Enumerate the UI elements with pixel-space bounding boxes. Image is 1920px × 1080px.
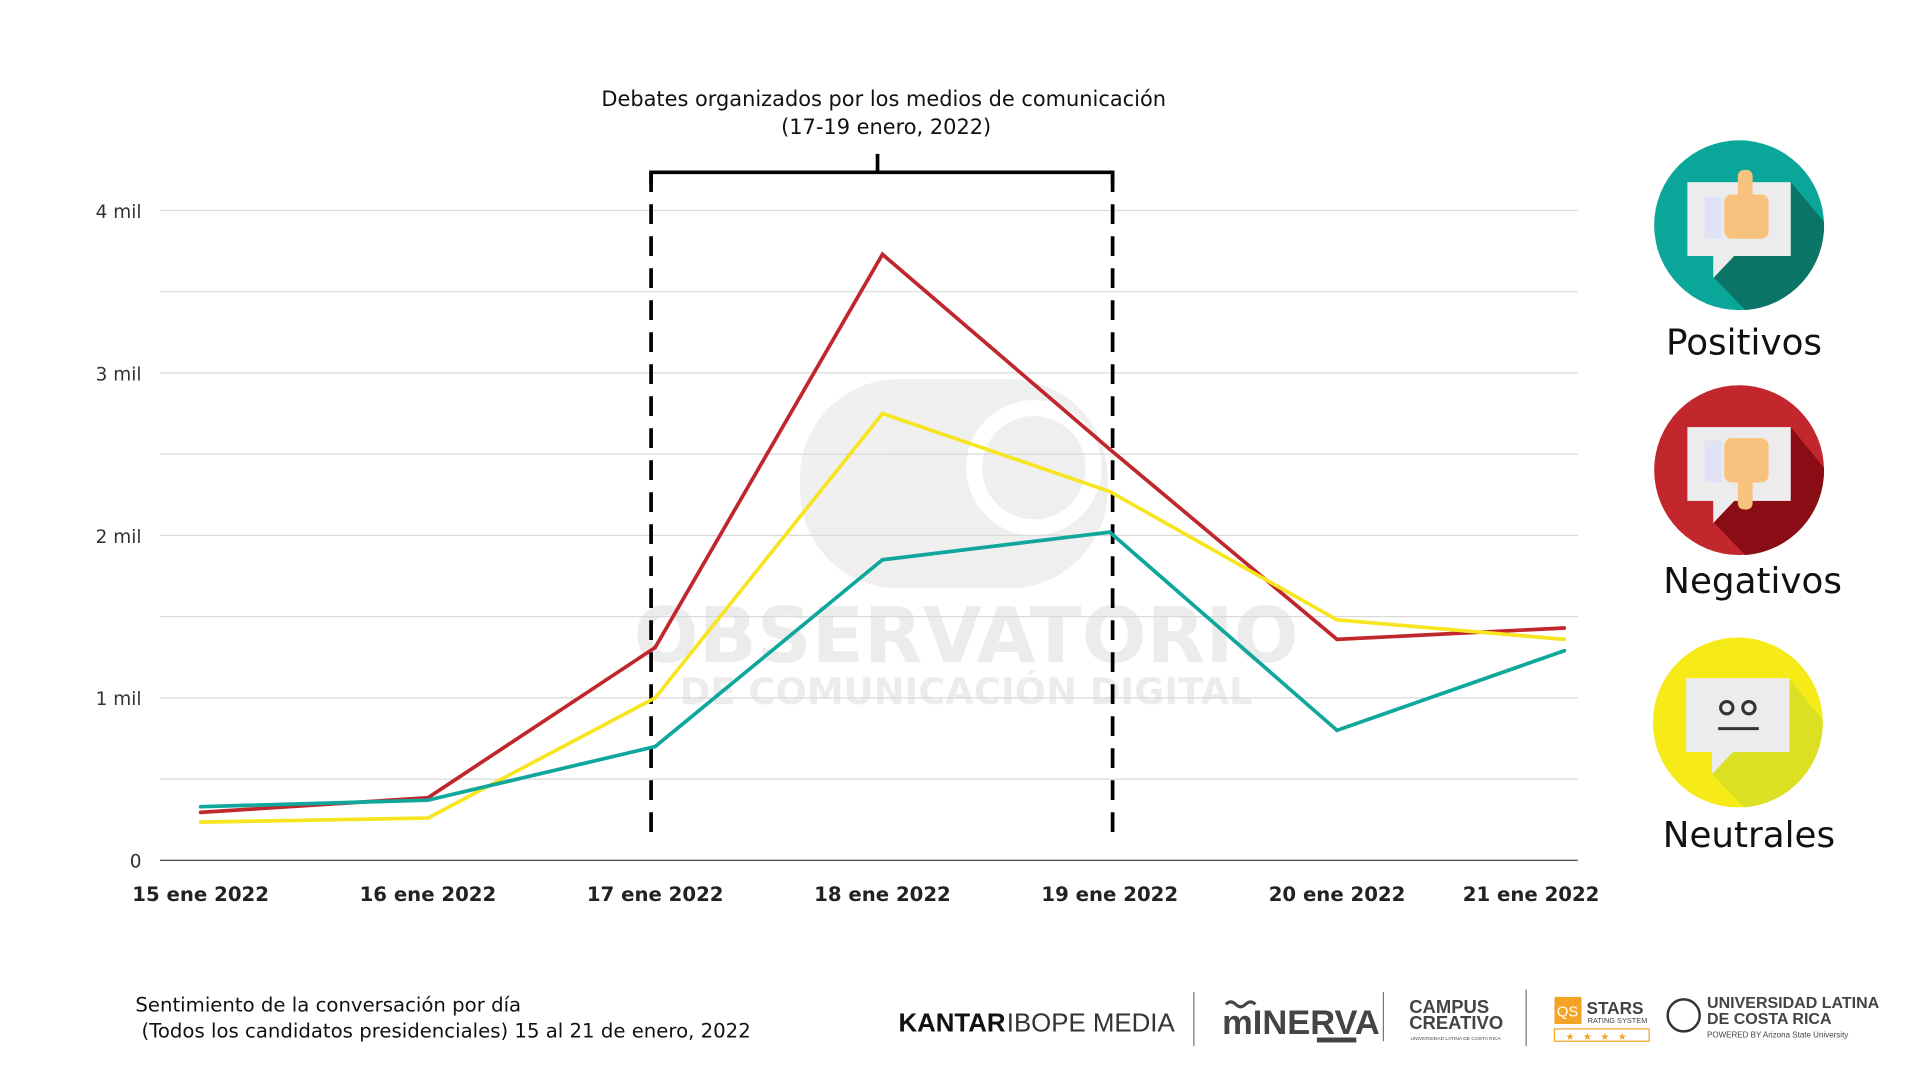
y-tick-label: 1 mil [96, 689, 142, 710]
data-point [426, 816, 430, 820]
kantar-ibope-logo: KANTAR IBOPE MEDIA [898, 1009, 1175, 1037]
svg-text:CAMPUS: CAMPUS [1409, 996, 1489, 1017]
data-point [1335, 637, 1339, 642]
legend-label-negativos: Negativos [1663, 561, 1842, 602]
qs-stars-logo: QS STARS RATING SYSTEM ★★★★ [1553, 996, 1650, 1043]
svg-text:UNIVERSIDAD LATINA: UNIVERSIDAD LATINA [1707, 995, 1880, 1012]
legend: Positivos Negativos [1652, 140, 1842, 856]
gridlines [160, 209, 1578, 780]
neutral-face-icon [1652, 637, 1823, 808]
data-point [653, 696, 658, 700]
series-negativos [198, 251, 1567, 815]
x-tick-label: 16 ene 2022 [360, 883, 497, 906]
legend-label-positivos: Positivos [1666, 322, 1822, 363]
x-tick-label: 20 ene 2022 [1269, 883, 1406, 906]
y-tick-label: 4 mil [96, 202, 142, 223]
data-point [1562, 648, 1567, 653]
data-point [1107, 489, 1112, 494]
data-point [198, 820, 203, 824]
watermark-line1: OBSERVATORIO [634, 591, 1299, 680]
y-tick-label: 3 mil [96, 364, 142, 385]
x-axis-ticks: 15 ene 2022 16 ene 2022 17 ene 2022 18 ene … [132, 883, 1599, 906]
svg-text:RATING SYSTEM: RATING SYSTEM [1588, 1016, 1648, 1025]
series-lines [198, 251, 1567, 824]
svg-text:QS: QS [1557, 1005, 1578, 1021]
x-tick-label: 18 ene 2022 [814, 883, 951, 906]
annotation-bracket [649, 153, 1115, 185]
svg-text:KANTAR: KANTAR [898, 1009, 1005, 1037]
svg-text:IBOPE MEDIA: IBOPE MEDIA [1007, 1009, 1176, 1037]
data-point [1335, 728, 1339, 733]
x-tick-label: 19 ene 2022 [1041, 883, 1178, 906]
thumbs-down-icon [1654, 385, 1825, 556]
globe-icon [1666, 998, 1701, 1033]
x-tick-label: 21 ene 2022 [1463, 883, 1600, 906]
svg-text:★★★★: ★★★★ [1566, 1032, 1636, 1043]
data-point [1562, 626, 1567, 630]
svg-text:mINERVA: mINERVA [1222, 1004, 1380, 1042]
data-point [1107, 447, 1112, 452]
annotation-line1: Debates organizados por los medios de co… [601, 87, 1166, 111]
minerva-logo: mINERVA [1222, 1000, 1380, 1043]
caption-line2: (Todos los candidatos presidenciales) 15… [142, 1020, 751, 1043]
watermark-logo: OBSERVATORIO DE COMUNICACIÓN DIGITAL [634, 379, 1299, 713]
svg-text:CREATIVO: CREATIVO [1409, 1012, 1503, 1033]
data-point [653, 744, 658, 749]
svg-text:UNIVERSIDAD LATINA DE COSTA RI: UNIVERSIDAD LATINA DE COSTA RICA [1410, 1036, 1501, 1042]
y-tick-label: 2 mil [96, 527, 142, 548]
legend-item-negativos: Negativos [1654, 385, 1842, 602]
thumbs-up-icon [1654, 140, 1825, 311]
data-point [1562, 637, 1567, 642]
data-point [1335, 618, 1339, 622]
data-point [880, 252, 885, 257]
data-point [653, 645, 658, 650]
y-axis-ticks: 0 1 mil 2 mil 3 mil 4 mil [96, 202, 142, 873]
caption-line1: Sentimiento de la conversación por día [135, 994, 521, 1017]
legend-label-neutrales: Neutrales [1663, 815, 1835, 856]
data-point [198, 810, 203, 815]
x-tick-label: 17 ene 2022 [587, 883, 724, 906]
sponsor-logos: KANTAR IBOPE MEDIA mINERVA CAMPUS CREATI… [898, 989, 1880, 1047]
x-tick-label: 15 ene 2022 [132, 883, 269, 906]
y-tick-label: 0 [130, 852, 142, 873]
data-point [880, 411, 885, 416]
data-point [426, 798, 430, 803]
data-point [1107, 530, 1112, 534]
data-point [198, 804, 203, 809]
annotation-line2: (17-19 enero, 2022) [781, 115, 991, 139]
svg-text:DE COSTA RICA: DE COSTA RICA [1707, 1011, 1832, 1028]
universidad-latina-logo: UNIVERSIDAD LATINA DE COSTA RICA POWERED… [1666, 995, 1880, 1040]
watermark-line2: DE COMUNICACIÓN DIGITAL [680, 669, 1253, 713]
legend-item-positivos: Positivos [1654, 140, 1825, 363]
data-point [880, 557, 885, 562]
svg-text:POWERED BY Arizona State Unive: POWERED BY Arizona State University [1707, 1031, 1848, 1040]
series-positivos [198, 530, 1567, 809]
debate-annotation: Debates organizados por los medios de co… [601, 87, 1166, 832]
svg-text:STARS: STARS [1586, 998, 1643, 1018]
series-neutrales [198, 411, 1567, 824]
legend-item-neutrales: Neutrales [1652, 637, 1835, 856]
campus-creativo-logo: CAMPUS CREATIVO UNIVERSIDAD LATINA DE CO… [1409, 996, 1503, 1042]
